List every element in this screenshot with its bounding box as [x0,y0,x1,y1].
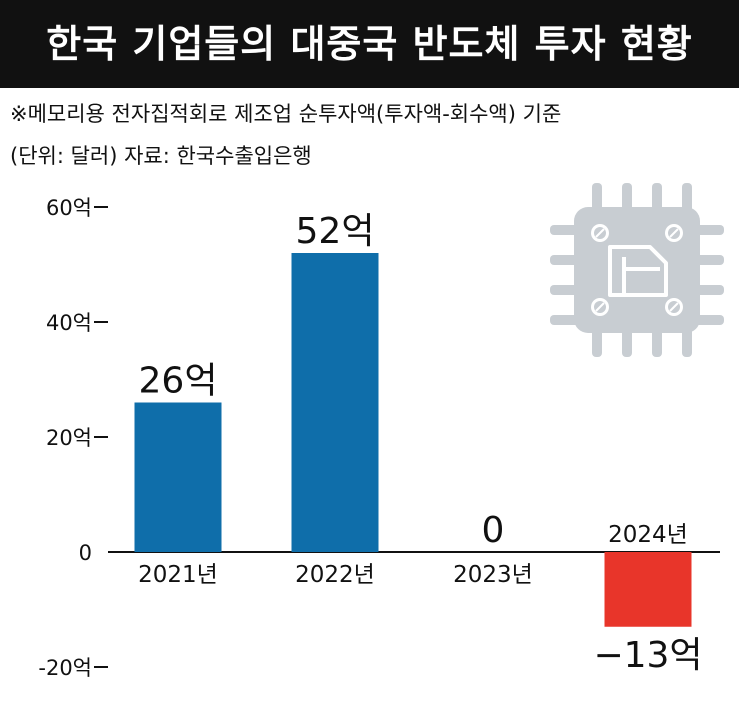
y-tick-label: 20억 [46,426,92,450]
chip-pin [682,327,692,357]
value-label: 26억 [139,361,218,402]
chip-pin [550,255,580,265]
chip-pin [694,285,724,295]
y-tick-label: 60억 [46,196,92,220]
chip-pin [622,327,632,357]
value-label: 52억 [296,211,375,252]
chip-card-outline [608,245,668,297]
chip-pin [550,285,580,295]
title-bar [0,0,739,88]
y-tick-label: -20억 [38,656,92,680]
chart-note: ※메모리용 전자집적회로 제조업 순투자액(투자액-회수액) 기준 [10,102,562,126]
chip-screw-slot [595,228,605,238]
y-tick-label: 40억 [46,311,92,335]
chip-pin [694,225,724,235]
category-label: 2023년 [453,562,533,588]
y-tick-label: 0 [79,541,92,565]
semiconductor-chip-icon [550,183,724,357]
labels: 26억 2021년 52억 2022년 0 2023년 −13억 2024년 [138,211,702,676]
chip-pin [694,255,724,265]
chip-pin [682,183,692,213]
chip-pin [592,183,602,213]
chip-pin [550,315,580,325]
value-label: −13억 [593,635,702,676]
bar-2022년 [291,253,379,552]
chip-pin [592,327,602,357]
chip-pin [550,225,580,235]
bars [134,253,692,627]
chip-screw-slot [669,228,679,238]
category-label: 2024년 [608,522,688,548]
chart-source: (단위: 달러) 자료: 한국수출입은행 [10,144,312,168]
value-label: 0 [482,510,505,551]
bar-2021년 [134,402,222,552]
chip-screw-slot [669,302,679,312]
bar-2024년 [604,552,692,627]
chip-pin [652,183,662,213]
chip-pin [694,315,724,325]
chip-pin [622,183,632,213]
category-label: 2022년 [295,562,375,588]
chip-screw-slot [595,302,605,312]
chart-title: 한국 기업들의 대중국 반도체 투자 현황 [46,22,693,66]
category-label: 2021년 [138,562,218,588]
chip-pin [652,327,662,357]
